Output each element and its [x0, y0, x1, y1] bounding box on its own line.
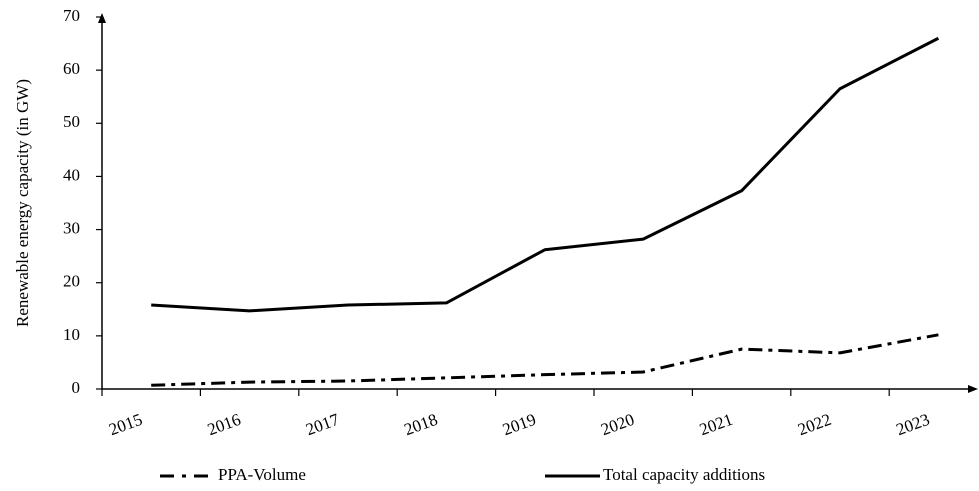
- y-axis-arrow: [98, 13, 106, 23]
- x-tick-label: 2019: [500, 410, 538, 439]
- y-tick-label: 50: [63, 112, 80, 131]
- x-tick-label: 2015: [106, 410, 144, 439]
- legend-label: PPA-Volume: [218, 465, 306, 484]
- line-series: [151, 36, 940, 313]
- y-tick-label: 20: [63, 272, 80, 291]
- legend-label: Total capacity additions: [603, 465, 765, 484]
- y-tick-label: 60: [63, 59, 80, 78]
- x-tick-label: 2022: [795, 410, 833, 439]
- x-tick-label: 2023: [894, 410, 932, 439]
- x-axis-arrow: [968, 385, 978, 393]
- x-tick-label: 2017: [303, 410, 342, 440]
- y-axis-title: Renewable energy capacity (in GW): [13, 79, 32, 327]
- y-tick-label: 70: [63, 6, 80, 25]
- y-tick-label: 30: [63, 218, 80, 237]
- line-series: [151, 333, 939, 387]
- y-tick-label: 40: [63, 165, 80, 184]
- x-tick-label: 2016: [205, 410, 243, 439]
- x-tick-label: 2018: [402, 410, 440, 439]
- x-tick-label: 2020: [598, 410, 636, 439]
- x-tick-label: 2021: [697, 410, 735, 439]
- y-tick-label: 0: [72, 378, 81, 397]
- y-tick-label: 10: [63, 325, 80, 344]
